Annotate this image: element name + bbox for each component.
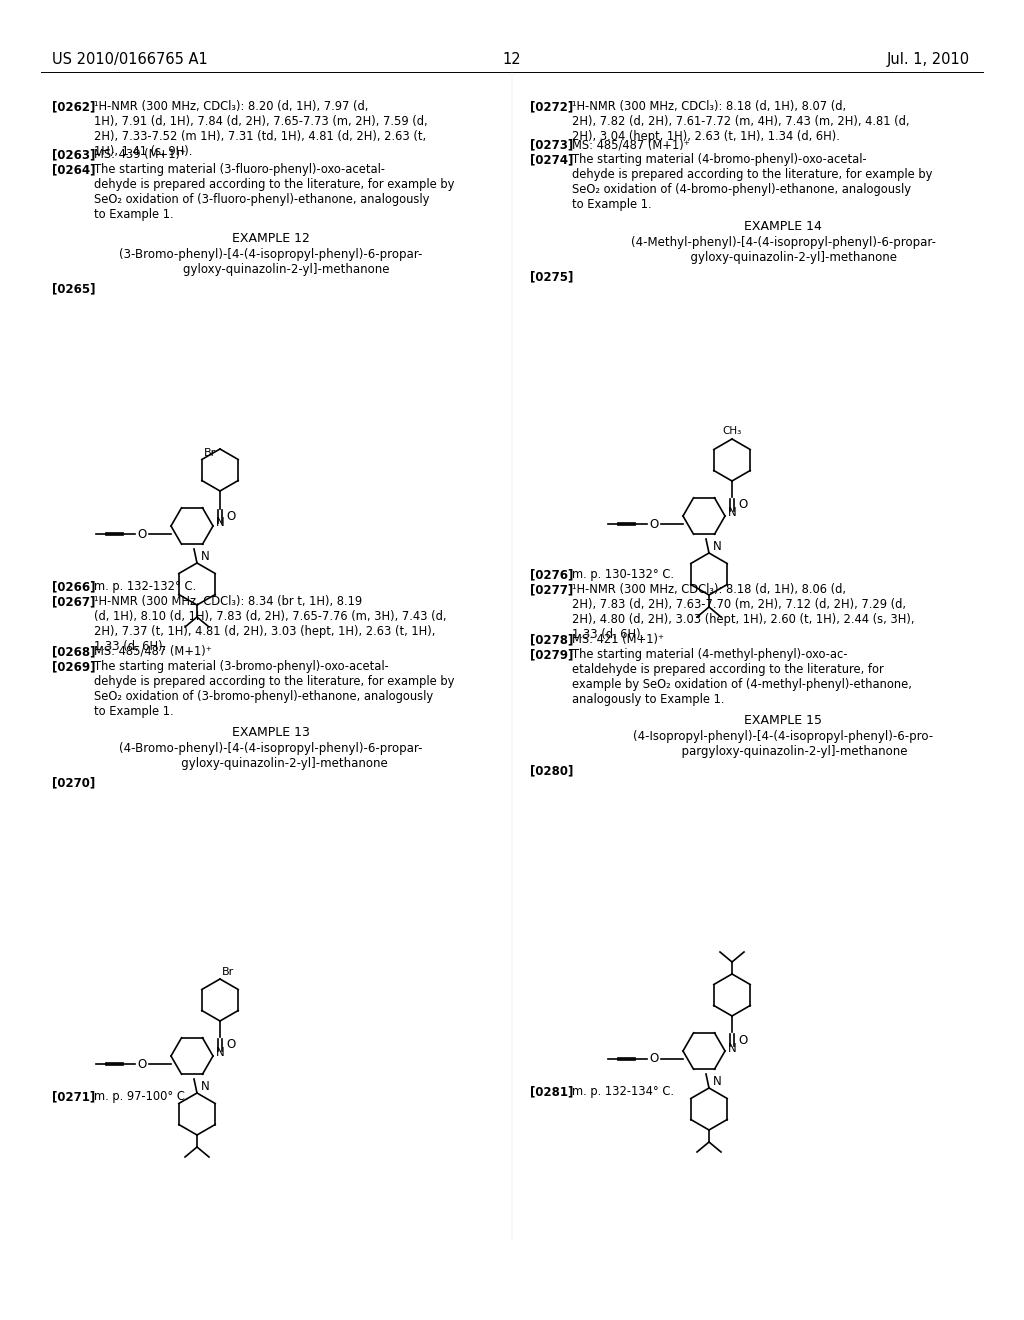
Text: ¹H-NMR (300 MHz, CDCl₃): 8.18 (d, 1H), 8.07 (d,
2H), 7.82 (d, 2H), 7.61-7.72 (m,: ¹H-NMR (300 MHz, CDCl₃): 8.18 (d, 1H), 8… <box>572 100 909 143</box>
Text: [0273]: [0273] <box>530 139 573 150</box>
Text: Br: Br <box>204 447 216 458</box>
Text: EXAMPLE 14: EXAMPLE 14 <box>744 220 822 234</box>
Text: [0272]: [0272] <box>530 100 573 114</box>
Text: Jul. 1, 2010: Jul. 1, 2010 <box>887 51 970 67</box>
Text: O: O <box>226 511 236 524</box>
Text: [0275]: [0275] <box>530 271 573 282</box>
Text: EXAMPLE 15: EXAMPLE 15 <box>744 714 822 727</box>
Text: N: N <box>728 507 736 520</box>
Text: [0264]: [0264] <box>52 162 95 176</box>
Text: EXAMPLE 12: EXAMPLE 12 <box>232 232 310 246</box>
Text: EXAMPLE 13: EXAMPLE 13 <box>232 726 310 739</box>
Text: CH₃: CH₃ <box>722 426 741 436</box>
Text: (4-Methyl-phenyl)-[4-(4-isopropyl-phenyl)-6-propar-
      gyloxy-quinazolin-2-yl: (4-Methyl-phenyl)-[4-(4-isopropyl-phenyl… <box>631 236 936 264</box>
Text: N: N <box>713 540 721 553</box>
Text: MS: 439 (M+1)⁺: MS: 439 (M+1)⁺ <box>94 148 186 161</box>
Text: [0266]: [0266] <box>52 579 95 593</box>
Text: N: N <box>713 1074 721 1088</box>
Text: MS: 421 (M+1)⁺: MS: 421 (M+1)⁺ <box>572 634 665 645</box>
Text: [0268]: [0268] <box>52 645 95 657</box>
Text: The starting material (3-bromo-phenyl)-oxo-acetal-
dehyde is prepared according : The starting material (3-bromo-phenyl)-o… <box>94 660 455 718</box>
Text: [0263]: [0263] <box>52 148 95 161</box>
Text: N: N <box>216 1047 224 1060</box>
Text: MS: 485/487 (M+1)⁺: MS: 485/487 (M+1)⁺ <box>572 139 690 150</box>
Text: 12: 12 <box>503 51 521 67</box>
Text: US 2010/0166765 A1: US 2010/0166765 A1 <box>52 51 208 67</box>
Text: (3-Bromo-phenyl)-[4-(4-isopropyl-phenyl)-6-propar-
        gyloxy-quinazolin-2-y: (3-Bromo-phenyl)-[4-(4-isopropyl-phenyl)… <box>120 248 423 276</box>
Text: [0271]: [0271] <box>52 1090 95 1104</box>
Text: [0279]: [0279] <box>530 648 573 661</box>
Text: O: O <box>650 517 659 531</box>
Text: [0265]: [0265] <box>52 282 95 294</box>
Text: (4-Isopropyl-phenyl)-[4-(4-isopropyl-phenyl)-6-pro-
      pargyloxy-quinazolin-2: (4-Isopropyl-phenyl)-[4-(4-isopropyl-phe… <box>633 730 933 758</box>
Text: O: O <box>138 528 147 540</box>
Text: O: O <box>738 499 748 511</box>
Text: ¹H-NMR (300 MHz, CDCl₃): 8.18 (d, 1H), 8.06 (d,
2H), 7.83 (d, 2H), 7.63-7.70 (m,: ¹H-NMR (300 MHz, CDCl₃): 8.18 (d, 1H), 8… <box>572 583 914 642</box>
Text: O: O <box>226 1039 236 1052</box>
Text: N: N <box>201 1080 209 1093</box>
Text: [0280]: [0280] <box>530 764 573 777</box>
Text: N: N <box>201 550 209 564</box>
Text: ¹H-NMR (300 MHz, CDCl₃): 8.20 (d, 1H), 7.97 (d,
1H), 7.91 (d, 1H), 7.84 (d, 2H),: ¹H-NMR (300 MHz, CDCl₃): 8.20 (d, 1H), 7… <box>94 100 428 158</box>
Text: m. p. 130-132° C.: m. p. 130-132° C. <box>572 568 674 581</box>
Text: O: O <box>138 1057 147 1071</box>
Text: [0274]: [0274] <box>530 153 573 166</box>
Text: [0269]: [0269] <box>52 660 95 673</box>
Text: [0270]: [0270] <box>52 776 95 789</box>
Text: Br: Br <box>222 968 234 977</box>
Text: (4-Bromo-phenyl)-[4-(4-isopropyl-phenyl)-6-propar-
       gyloxy-quinazolin-2-yl: (4-Bromo-phenyl)-[4-(4-isopropyl-phenyl)… <box>119 742 423 770</box>
Text: m. p. 132-132° C.: m. p. 132-132° C. <box>94 579 197 593</box>
Text: N: N <box>728 1041 736 1055</box>
Text: The starting material (4-methyl-phenyl)-oxo-ac-
etaldehyde is prepared according: The starting material (4-methyl-phenyl)-… <box>572 648 912 706</box>
Text: m. p. 97-100° C.: m. p. 97-100° C. <box>94 1090 188 1104</box>
Text: [0276]: [0276] <box>530 568 573 581</box>
Text: O: O <box>738 1034 748 1047</box>
Text: O: O <box>650 1052 659 1065</box>
Text: The starting material (3-fluoro-phenyl)-oxo-acetal-
dehyde is prepared according: The starting material (3-fluoro-phenyl)-… <box>94 162 455 220</box>
Text: MS: 485/487 (M+1)⁺: MS: 485/487 (M+1)⁺ <box>94 645 212 657</box>
Text: The starting material (4-bromo-phenyl)-oxo-acetal-
dehyde is prepared according : The starting material (4-bromo-phenyl)-o… <box>572 153 933 211</box>
Text: ¹H-NMR (300 MHz, CDCl₃): 8.34 (br t, 1H), 8.19
(d, 1H), 8.10 (d, 1H), 7.83 (d, 2: ¹H-NMR (300 MHz, CDCl₃): 8.34 (br t, 1H)… <box>94 595 446 653</box>
Text: m. p. 132-134° C.: m. p. 132-134° C. <box>572 1085 674 1098</box>
Text: [0277]: [0277] <box>530 583 573 597</box>
Text: [0267]: [0267] <box>52 595 95 609</box>
Text: [0278]: [0278] <box>530 634 573 645</box>
Text: N: N <box>216 516 224 529</box>
Text: [0281]: [0281] <box>530 1085 573 1098</box>
Text: [0262]: [0262] <box>52 100 95 114</box>
